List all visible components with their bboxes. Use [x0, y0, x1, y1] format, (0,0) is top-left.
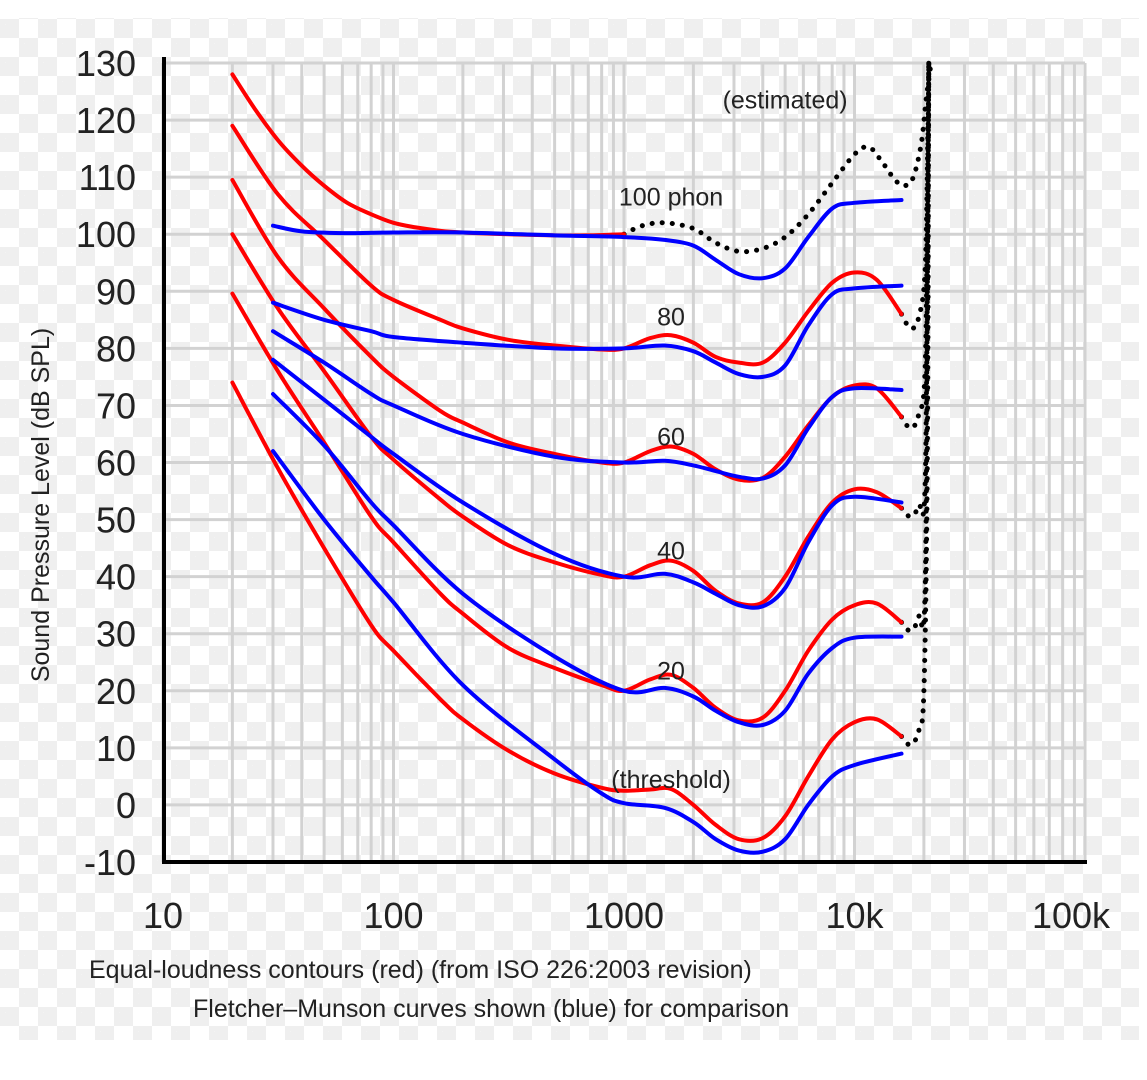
- annotation-label: 20: [657, 657, 685, 685]
- x-tick-label: 1000: [584, 895, 664, 936]
- series-line-iso-226-2003-threshold: [230, 380, 904, 843]
- y-axis-title: Sound Pressure Level (dB SPL): [27, 328, 55, 682]
- series-line-fletcher-munson-threshold: [271, 449, 904, 855]
- x-tick-labels: 10 100 1000 10k 100k: [143, 895, 1111, 936]
- series-line-iso-226-2003-80-phon: [230, 123, 904, 367]
- y-tick-label: -10: [84, 842, 136, 883]
- y-tick-label: 110: [79, 157, 136, 198]
- y-tick-label: 120: [76, 100, 136, 141]
- series-line-fletcher-munson-40: [271, 357, 904, 610]
- y-tick-label: 90: [96, 271, 136, 312]
- series-line-estimated-100-phon: [621, 60, 934, 255]
- x-tick-label: 10k: [825, 895, 884, 936]
- series-line-estimated-20-phon: [899, 60, 932, 634]
- y-tick-label: 130: [76, 43, 136, 84]
- y-tick-label: 20: [96, 671, 136, 712]
- series-line-estimated-threshold: [899, 60, 932, 748]
- x-tick-label: 100: [363, 895, 423, 936]
- y-tick-label: 40: [96, 557, 136, 598]
- series-line-iso-226-2003-40-phon: [230, 232, 904, 608]
- annotation-label: 80: [657, 304, 685, 332]
- annotation-label: 100 phon: [619, 184, 723, 212]
- series-line-estimated-40-phon: [899, 60, 932, 520]
- annotation-label: 60: [657, 423, 685, 451]
- series-line-estimated-60-phon: [899, 60, 932, 431]
- y-tick-label: 70: [96, 385, 136, 426]
- series-line-fletcher-munson-60: [271, 329, 904, 482]
- series-line-iso-226-2003-20-phon: [230, 291, 904, 724]
- series-line-fletcher-munson-80: [271, 283, 904, 380]
- series-line-fletcher-munson-20: [271, 392, 904, 728]
- series-layer: [230, 60, 934, 855]
- y-tick-label: 0: [116, 785, 136, 826]
- series-line-fletcher-munson-100: [271, 198, 904, 281]
- x-tick-label: 10: [143, 895, 183, 936]
- y-tick-label: 10: [96, 728, 136, 769]
- y-tick-label: 80: [96, 328, 136, 369]
- caption-fletcher-munson: Fletcher–Munson curves shown (blue) for …: [193, 995, 789, 1023]
- x-tick-label: 100k: [1032, 895, 1111, 936]
- y-tick-label: 30: [96, 614, 136, 655]
- bottom-margin: [0, 1040, 1147, 1080]
- annotation-label: 40: [657, 538, 685, 566]
- top-margin: [0, 0, 1147, 18]
- annotation-label: (threshold): [611, 766, 731, 794]
- caption-iso: Equal-loudness contours (red) (from ISO …: [89, 956, 752, 984]
- y-tick-label: 100: [76, 214, 136, 255]
- y-tick-label: 60: [96, 443, 136, 484]
- y-tick-label: 50: [96, 500, 136, 541]
- right-margin: [1139, 0, 1147, 1080]
- annotations: (estimated) 100 phon 80 60 40 20 (threshold): [611, 87, 847, 794]
- annotation-label: (estimated): [723, 87, 848, 115]
- axes: [162, 57, 1087, 864]
